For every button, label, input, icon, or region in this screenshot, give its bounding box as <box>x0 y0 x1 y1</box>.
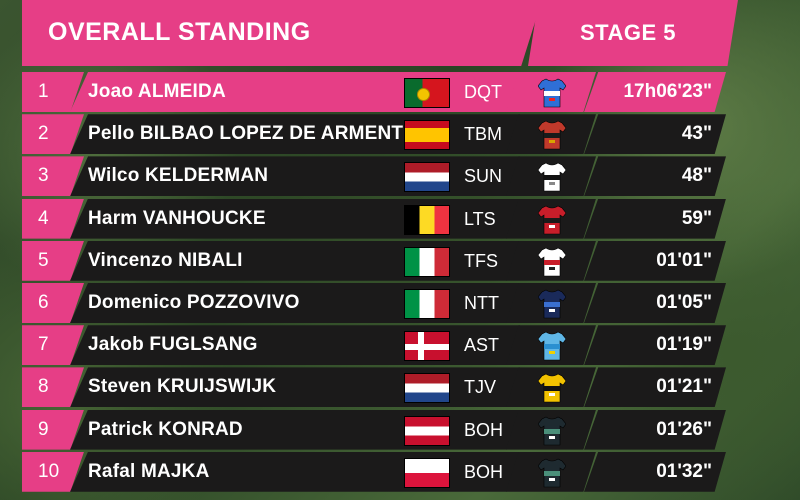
belgium-flag <box>404 204 450 235</box>
team-jersey-icon <box>538 247 566 277</box>
title-banner <box>22 0 542 66</box>
rank-number: 3 <box>38 165 49 187</box>
gap-time: 01'32" <box>656 460 712 482</box>
team-code: NTT <box>464 293 499 313</box>
italy-flag <box>404 289 450 319</box>
team-code: TBM <box>464 124 502 145</box>
team-code: SUN <box>464 166 503 187</box>
stage-label: STAGE 5 <box>580 20 677 45</box>
gap-time: 01'05" <box>656 292 712 313</box>
team-code: AST <box>464 335 500 356</box>
time-cell <box>584 451 726 492</box>
time-cell <box>584 240 726 281</box>
team-code: DQT <box>464 82 502 102</box>
rank-number: 7 <box>38 334 49 356</box>
stage-banner <box>528 0 738 66</box>
portugal-flag <box>404 78 450 108</box>
team-code: LTS <box>464 208 496 229</box>
rank-number: 9 <box>38 418 49 440</box>
team-jersey-icon <box>538 331 566 361</box>
rank-number: 8 <box>38 376 49 398</box>
time-cell <box>584 409 726 450</box>
rider-name: Wilco KELDERMAN <box>88 165 269 187</box>
team-code: TJV <box>464 377 497 398</box>
gap-time: 01'26" <box>656 418 712 440</box>
table-row: 4 Harm VANHOUCKE LTS 59" <box>0 198 800 239</box>
rider-name: Vincenzo NIBALI <box>88 249 243 271</box>
rider-name: Jakob FUGLSANG <box>88 334 258 356</box>
netherlands-flag <box>404 162 450 193</box>
team-jersey-icon <box>538 78 566 108</box>
team-jersey-icon <box>538 416 566 445</box>
table-row: 3 Wilco KELDERMAN SUN 48" <box>0 156 800 197</box>
table-row: 6 Domenico POZZOVIVO NTT 01'05" <box>0 283 800 323</box>
team-code: BOH <box>464 461 504 482</box>
rider-name: Rafal MAJKA <box>88 460 210 482</box>
table-row: 1 Joao ALMEIDA DQT 17h06'23" <box>0 72 800 112</box>
time-cell <box>584 114 726 155</box>
rank-number: 1 <box>38 81 49 102</box>
gap-time: 43" <box>681 123 712 145</box>
team-code: BOH <box>464 419 504 440</box>
time-cell <box>584 325 726 366</box>
denmark-flag <box>404 331 450 362</box>
team-jersey-icon <box>538 205 566 234</box>
time-cell <box>584 156 726 197</box>
gap-time: 48" <box>681 165 712 187</box>
table-row: 9 Patrick KONRAD BOH 01'26" <box>0 409 800 450</box>
gap-time: 17h06'23" <box>623 81 712 102</box>
rank-number: 2 <box>38 123 49 145</box>
rank-number: 6 <box>38 292 49 313</box>
poland-flag <box>404 457 450 488</box>
table-row: 2 Pello BILBAO LOPEZ DE ARMENTIA TBM 43" <box>0 114 800 155</box>
italy-flag <box>404 246 450 277</box>
time-cell <box>584 367 726 408</box>
rider-name: Patrick KONRAD <box>88 418 243 440</box>
rider-name: Domenico POZZOVIVO <box>88 292 300 313</box>
gap-time: 59" <box>681 207 712 229</box>
time-cell <box>584 283 726 323</box>
rider-name: Harm VANHOUCKE <box>88 207 266 229</box>
gap-time: 01'21" <box>656 376 712 398</box>
table-row: 10 Rafal MAJKA BOH 01'32" <box>0 451 800 492</box>
time-cell <box>584 198 726 239</box>
spain-flag <box>404 120 450 151</box>
team-jersey-icon <box>538 458 566 488</box>
netherlands-flag <box>404 373 450 404</box>
team-jersey-icon <box>538 120 566 150</box>
team-jersey-icon <box>538 374 566 403</box>
page-title: OVERALL STANDING <box>48 18 311 46</box>
team-jersey-icon <box>538 163 566 192</box>
table-row: 8 Steven KRUIJSWIJK TJV 01'21" <box>0 367 800 408</box>
table-row: 5 Vincenzo NIBALI TFS 01'01" <box>0 240 800 281</box>
rider-name: Joao ALMEIDA <box>88 81 226 102</box>
rank-number: 5 <box>38 249 49 271</box>
gap-time: 01'01" <box>656 249 712 271</box>
rider-name: Steven KRUIJSWIJK <box>88 376 277 398</box>
gap-time: 01'19" <box>656 334 712 356</box>
team-jersey-icon <box>538 289 566 319</box>
rider-name: Pello BILBAO LOPEZ DE ARMENTIA <box>88 123 423 145</box>
table-row: 7 Jakob FUGLSANG AST 01'19" <box>0 325 800 366</box>
austria-flag <box>404 415 450 446</box>
rank-number: 4 <box>38 207 49 229</box>
team-code: TFS <box>464 250 498 271</box>
rank-number: 10 <box>38 460 60 482</box>
time-cell <box>584 72 726 112</box>
